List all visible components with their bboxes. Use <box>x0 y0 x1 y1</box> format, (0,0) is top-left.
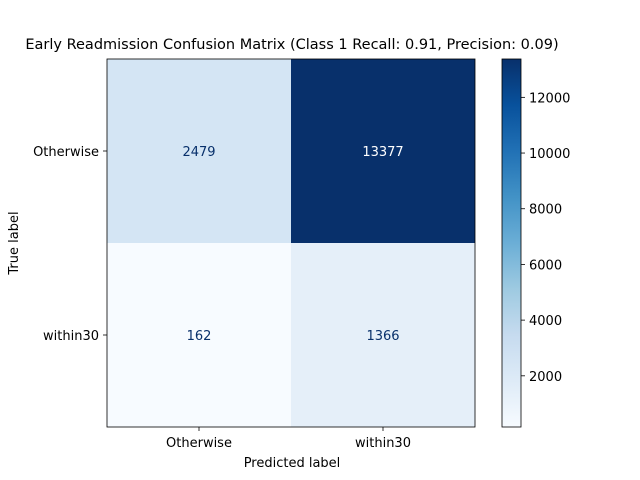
colorbar-tick-label: 10000 <box>529 147 570 162</box>
plot-frame <box>106 58 476 428</box>
matrix-cells: 2479 13377 162 1366 <box>106 58 476 428</box>
colorbar-tick-label: 6000 <box>529 258 562 273</box>
colorbar-ticks: 2000 4000 6000 8000 10000 12000 <box>521 91 570 385</box>
colorbar-gradient <box>501 58 522 428</box>
colorbar: 2000 4000 6000 8000 10000 12000 <box>501 58 570 428</box>
matrix-cell <box>291 243 475 427</box>
cell-value-label: 13377 <box>362 145 403 160</box>
y-axis: Otherwise within30 <box>33 145 107 344</box>
x-axis: Otherwise within30 <box>166 427 411 451</box>
cell-value-label: 2479 <box>182 145 215 160</box>
x-axis-label: Predicted label <box>244 456 341 471</box>
x-tick-label: within30 <box>355 436 411 451</box>
colorbar-tick-label: 2000 <box>529 370 562 385</box>
matrix-cell <box>107 243 291 427</box>
x-tick-label: Otherwise <box>166 436 232 451</box>
matrix-cell <box>291 59 475 243</box>
y-tick-label: Otherwise <box>33 145 99 160</box>
matrix-cell <box>107 59 291 243</box>
cell-value-label: 162 <box>187 329 212 344</box>
chart-title: Early Readmission Confusion Matrix (Clas… <box>25 37 558 53</box>
colorbar-tick-label: 12000 <box>529 91 570 106</box>
cell-value-label: 1366 <box>366 329 399 344</box>
colorbar-tick-label: 8000 <box>529 203 562 218</box>
y-axis-label: True label <box>7 211 22 275</box>
y-tick-label: within30 <box>43 329 99 344</box>
colorbar-tick-label: 4000 <box>529 314 562 329</box>
